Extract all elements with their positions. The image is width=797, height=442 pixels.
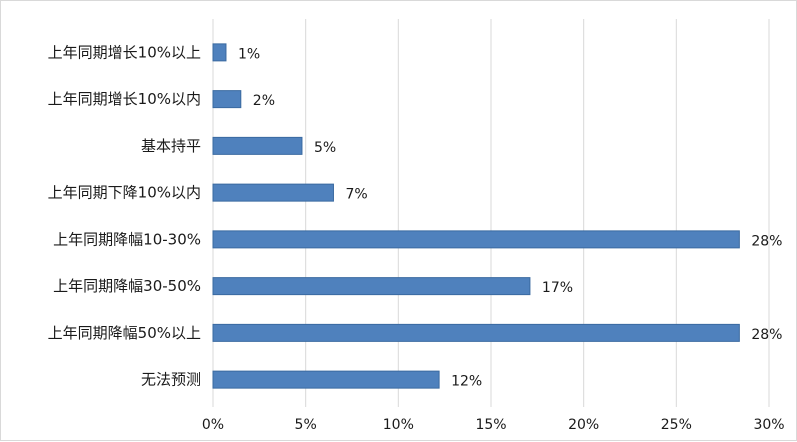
data-label: 1% bbox=[238, 46, 260, 62]
category-label: 上年同期增长10%以内 bbox=[48, 90, 201, 108]
x-tick-label: 20% bbox=[568, 417, 599, 433]
bar bbox=[212, 323, 740, 342]
bar bbox=[212, 183, 334, 202]
x-tick-label: 15% bbox=[475, 417, 506, 433]
category-label: 基本持平 bbox=[141, 137, 201, 155]
category-label: 上年同期降幅10-30% bbox=[53, 230, 201, 248]
bar bbox=[212, 370, 440, 389]
category-label: 上年同期增长10%以上 bbox=[48, 43, 201, 61]
data-labels: 1% 2% 5% 7% 28% 17% 28% 12% bbox=[238, 46, 782, 389]
category-labels: 上年同期增长10%以上上年同期增长10%以内基本持平上年同期下降10%以内上年同… bbox=[48, 43, 201, 388]
x-tick-label: 30% bbox=[753, 417, 784, 433]
bar bbox=[212, 43, 227, 62]
data-label: 7% bbox=[345, 187, 367, 203]
x-tick-labels: 0% 5% 10% 15% 20% 25% 30% bbox=[202, 417, 785, 433]
bars bbox=[212, 43, 740, 389]
bar bbox=[212, 230, 740, 249]
bar bbox=[212, 90, 242, 109]
data-label: 28% bbox=[751, 327, 782, 343]
bar bbox=[212, 277, 531, 296]
x-tick-label: 25% bbox=[661, 417, 692, 433]
x-tick-label: 0% bbox=[202, 417, 224, 433]
category-label: 上年同期降幅50%以上 bbox=[48, 324, 201, 342]
category-label: 无法预测 bbox=[141, 371, 201, 389]
data-label: 17% bbox=[542, 280, 573, 296]
data-label: 5% bbox=[314, 140, 336, 156]
x-tick-label: 5% bbox=[295, 417, 317, 433]
gridlines bbox=[212, 19, 770, 407]
data-label: 12% bbox=[451, 374, 482, 390]
data-label: 2% bbox=[253, 93, 275, 109]
x-tick-label: 10% bbox=[383, 417, 414, 433]
category-label: 上年同期下降10%以内 bbox=[48, 184, 201, 202]
data-label: 28% bbox=[751, 233, 782, 249]
category-label: 上年同期降幅30-50% bbox=[53, 277, 201, 295]
bar bbox=[212, 136, 303, 155]
